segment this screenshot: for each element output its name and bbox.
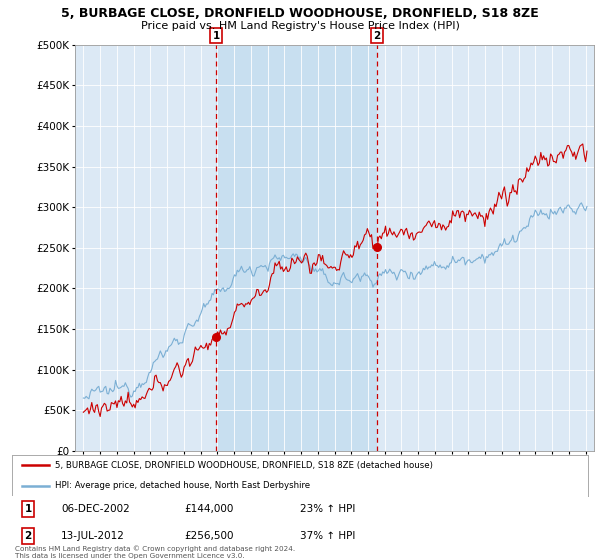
Text: Contains HM Land Registry data © Crown copyright and database right 2024.
This d: Contains HM Land Registry data © Crown c… [15, 545, 295, 559]
Bar [216, 45, 377, 451]
Text: 5, BURBAGE CLOSE, DRONFIELD WOODHOUSE, DRONFIELD, S18 8ZE: 5, BURBAGE CLOSE, DRONFIELD WOODHOUSE, D… [61, 7, 539, 20]
Text: 1: 1 [212, 31, 220, 41]
Text: 2: 2 [25, 531, 32, 541]
Text: 5, BURBAGE CLOSE, DRONFIELD WOODHOUSE, DRONFIELD, S18 8ZE (detached house): 5, BURBAGE CLOSE, DRONFIELD WOODHOUSE, D… [55, 461, 433, 470]
Text: 13-JUL-2012: 13-JUL-2012 [61, 531, 125, 541]
Text: £144,000: £144,000 [185, 504, 234, 514]
Text: Price paid vs. HM Land Registry's House Price Index (HPI): Price paid vs. HM Land Registry's House … [140, 21, 460, 31]
Text: 06-DEC-2002: 06-DEC-2002 [61, 504, 130, 514]
Text: £256,500: £256,500 [185, 531, 234, 541]
Text: HPI: Average price, detached house, North East Derbyshire: HPI: Average price, detached house, Nort… [55, 481, 310, 490]
Text: 1: 1 [25, 504, 32, 514]
Text: 23% ↑ HPI: 23% ↑ HPI [300, 504, 355, 514]
Text: 37% ↑ HPI: 37% ↑ HPI [300, 531, 355, 541]
Text: 2: 2 [373, 31, 380, 41]
